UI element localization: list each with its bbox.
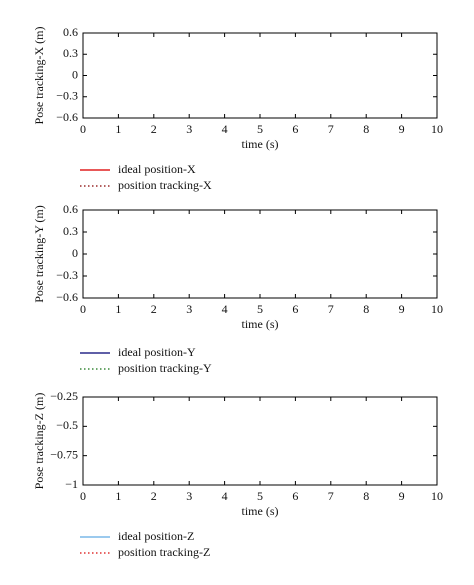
x-tick-label: 4 — [222, 122, 228, 136]
x-tick-label: 4 — [222, 302, 228, 316]
x-tick-label: 8 — [363, 122, 369, 136]
x-tick-label: 8 — [363, 489, 369, 503]
y-axis-label: Pose tracking-Y (m) — [32, 205, 46, 303]
x-tick-label: 4 — [222, 489, 228, 503]
x-tick-label: 6 — [292, 122, 298, 136]
y-tick-label: −0.5 — [56, 418, 78, 432]
x-axis-label: time (s) — [242, 504, 279, 518]
x-axis-label: time (s) — [242, 137, 279, 151]
x-axis-label: time (s) — [242, 317, 279, 331]
x-tick-label: 2 — [151, 489, 157, 503]
y-tick-label: 0.6 — [63, 202, 78, 216]
x-tick-label: 2 — [151, 302, 157, 316]
y-tick-label: 0.3 — [63, 224, 78, 238]
legend-label: position tracking-X — [118, 178, 212, 192]
x-tick-label: 0 — [80, 489, 86, 503]
x-tick-label: 1 — [115, 302, 121, 316]
x-tick-label: 2 — [151, 122, 157, 136]
x-tick-label: 1 — [115, 489, 121, 503]
x-tick-label: 10 — [431, 122, 443, 136]
x-tick-label: 7 — [328, 302, 334, 316]
x-tick-label: 0 — [80, 302, 86, 316]
y-tick-label: 0.6 — [63, 25, 78, 39]
legend-label: ideal position-Y — [118, 345, 196, 359]
y-axis-label: Pose tracking-X (m) — [32, 27, 46, 125]
x-tick-label: 3 — [186, 489, 192, 503]
x-tick-label: 0 — [80, 122, 86, 136]
x-tick-label: 5 — [257, 302, 263, 316]
x-tick-label: 1 — [115, 122, 121, 136]
x-tick-label: 3 — [186, 302, 192, 316]
x-tick-label: 10 — [431, 489, 443, 503]
x-tick-label: 6 — [292, 302, 298, 316]
x-tick-label: 9 — [399, 489, 405, 503]
legend-label: position tracking-Z — [118, 545, 210, 559]
x-tick-label: 9 — [399, 122, 405, 136]
y-tick-label: −0.3 — [56, 268, 78, 282]
y-tick-label: −0.6 — [56, 290, 78, 304]
x-tick-label: 3 — [186, 122, 192, 136]
x-tick-label: 8 — [363, 302, 369, 316]
y-tick-label: 0 — [72, 67, 78, 81]
y-tick-label: 0 — [72, 246, 78, 260]
y-tick-label: −0.3 — [56, 89, 78, 103]
x-tick-label: 5 — [257, 489, 263, 503]
x-tick-label: 7 — [328, 122, 334, 136]
y-tick-label: −0.25 — [50, 389, 78, 403]
legend-label: ideal position-Z — [118, 529, 194, 543]
x-tick-label: 6 — [292, 489, 298, 503]
y-tick-label: −1 — [65, 477, 78, 491]
plot-frame — [82, 32, 438, 119]
x-tick-label: 10 — [431, 302, 443, 316]
y-tick-label: −0.6 — [56, 110, 78, 124]
x-tick-label: 7 — [328, 489, 334, 503]
legend-label: ideal position-X — [118, 162, 196, 176]
legend-label: position tracking-Y — [118, 361, 212, 375]
y-axis-label: Pose tracking-Z (m) — [32, 393, 46, 490]
plot-frame — [82, 209, 438, 299]
x-tick-label: 5 — [257, 122, 263, 136]
x-tick-label: 9 — [399, 302, 405, 316]
y-tick-label: −0.75 — [50, 447, 78, 461]
plot-frame — [82, 396, 438, 486]
y-tick-label: 0.3 — [63, 46, 78, 60]
